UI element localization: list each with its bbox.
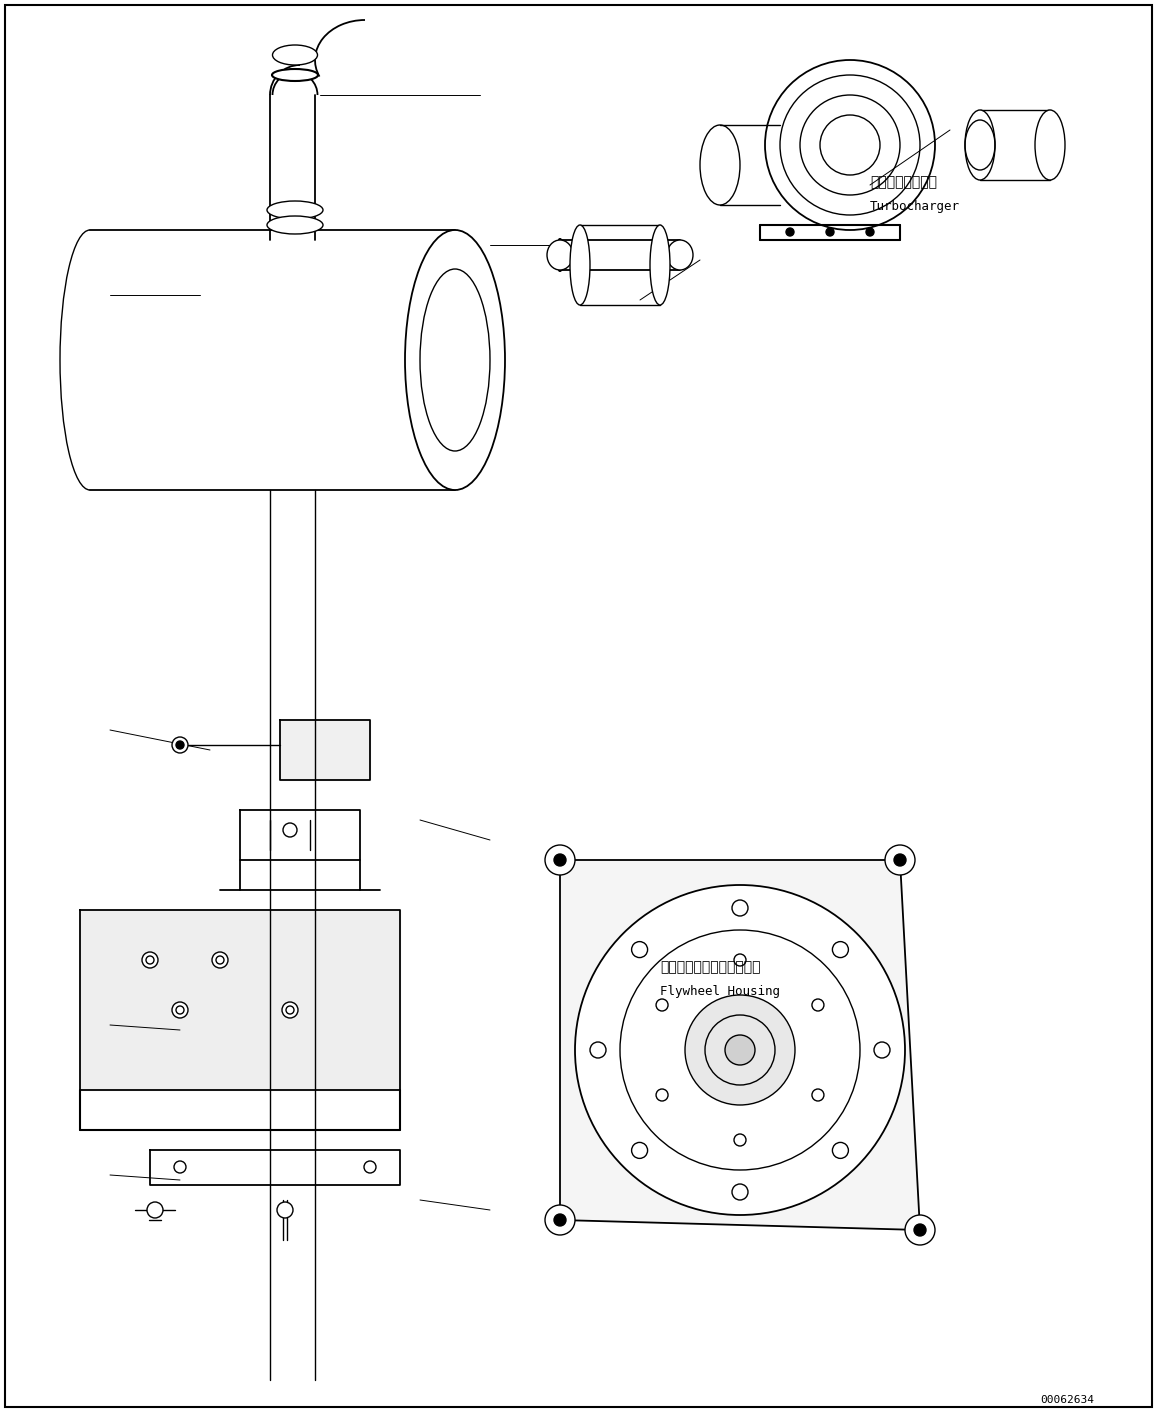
Circle shape bbox=[283, 823, 297, 837]
Circle shape bbox=[832, 942, 848, 957]
Circle shape bbox=[632, 1142, 648, 1158]
Circle shape bbox=[885, 844, 915, 875]
Circle shape bbox=[554, 1214, 566, 1226]
Circle shape bbox=[282, 1003, 299, 1018]
Circle shape bbox=[725, 1035, 756, 1065]
Ellipse shape bbox=[700, 126, 740, 205]
Circle shape bbox=[685, 995, 795, 1106]
Polygon shape bbox=[80, 909, 400, 1090]
Circle shape bbox=[212, 952, 228, 969]
Circle shape bbox=[832, 1142, 848, 1158]
Circle shape bbox=[632, 942, 648, 957]
Circle shape bbox=[575, 885, 905, 1214]
Circle shape bbox=[147, 1202, 163, 1219]
Circle shape bbox=[765, 59, 935, 230]
Circle shape bbox=[172, 1003, 187, 1018]
Ellipse shape bbox=[570, 225, 590, 305]
Ellipse shape bbox=[1036, 110, 1064, 179]
Circle shape bbox=[277, 1202, 293, 1219]
Ellipse shape bbox=[273, 45, 317, 65]
Polygon shape bbox=[560, 860, 920, 1230]
Circle shape bbox=[174, 1161, 186, 1173]
Circle shape bbox=[142, 952, 159, 969]
Circle shape bbox=[176, 741, 184, 748]
Polygon shape bbox=[280, 720, 370, 779]
Circle shape bbox=[874, 1042, 890, 1058]
Ellipse shape bbox=[650, 225, 670, 305]
Circle shape bbox=[364, 1161, 376, 1173]
Text: Flywheel Housing: Flywheel Housing bbox=[659, 986, 780, 998]
Circle shape bbox=[914, 1224, 926, 1236]
Ellipse shape bbox=[965, 110, 995, 179]
Circle shape bbox=[172, 737, 187, 753]
Polygon shape bbox=[150, 1149, 400, 1185]
Ellipse shape bbox=[267, 201, 323, 219]
Circle shape bbox=[545, 844, 575, 875]
Polygon shape bbox=[239, 810, 360, 860]
Ellipse shape bbox=[666, 240, 693, 270]
Text: ターボチャージャ: ターボチャージャ bbox=[870, 175, 937, 189]
Ellipse shape bbox=[405, 230, 504, 490]
Circle shape bbox=[545, 1204, 575, 1236]
Circle shape bbox=[826, 227, 834, 236]
Ellipse shape bbox=[272, 69, 318, 80]
Circle shape bbox=[554, 854, 566, 866]
Text: Turbocharger: Turbocharger bbox=[870, 201, 960, 213]
Text: 00062634: 00062634 bbox=[1040, 1395, 1095, 1405]
Ellipse shape bbox=[267, 216, 323, 234]
Text: フライホイールハウジング: フライホイールハウジング bbox=[659, 960, 760, 974]
Circle shape bbox=[905, 1214, 935, 1245]
Circle shape bbox=[786, 227, 794, 236]
Circle shape bbox=[732, 899, 747, 916]
Circle shape bbox=[732, 1185, 747, 1200]
Ellipse shape bbox=[547, 240, 573, 270]
Circle shape bbox=[590, 1042, 606, 1058]
Circle shape bbox=[894, 854, 906, 866]
Circle shape bbox=[865, 227, 874, 236]
